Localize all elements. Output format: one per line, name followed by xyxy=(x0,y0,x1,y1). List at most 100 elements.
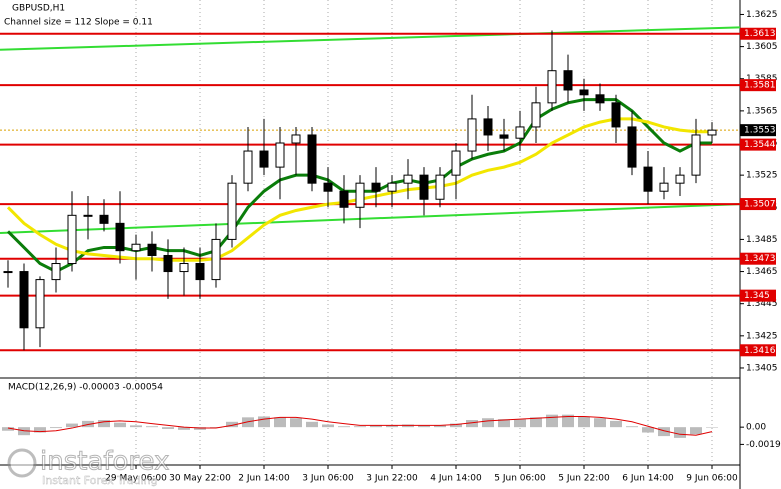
macd-bar xyxy=(98,420,110,428)
level-label: 1.3581 xyxy=(744,81,776,91)
candle-body xyxy=(387,182,397,192)
candle-body xyxy=(531,102,541,128)
candle-body xyxy=(483,118,493,136)
macd-y-tick-label: 0.00 xyxy=(746,423,766,433)
macd-bar xyxy=(482,418,494,428)
candle-body xyxy=(323,182,333,192)
macd-bar xyxy=(306,421,318,428)
candle-body xyxy=(259,150,269,168)
x-tick-label: 3 Jun 06:00 xyxy=(302,474,354,484)
macd-bar xyxy=(674,427,686,438)
candle-body xyxy=(83,214,93,217)
macd-y-tick-label: -0.00193 xyxy=(746,440,781,450)
y-tick-label: 1.3525 xyxy=(746,171,778,181)
macd-bar xyxy=(370,425,382,428)
candle-body xyxy=(371,182,381,192)
macd-bar xyxy=(466,420,478,428)
x-tick-label: 29 May 06:00 xyxy=(105,474,167,484)
candle-body xyxy=(467,118,477,152)
level-label: 1.3613 xyxy=(744,29,776,39)
watermark: instaforex Instant Forex Trading xyxy=(7,446,170,487)
macd-bar xyxy=(114,422,126,428)
macd-bar xyxy=(338,426,350,428)
y-tick-label: 1.3405 xyxy=(746,363,778,373)
macd-bar xyxy=(514,419,526,428)
macd-bar xyxy=(34,427,46,433)
candle-body xyxy=(579,89,589,96)
macd-bar xyxy=(658,427,670,437)
candle-body xyxy=(611,102,621,128)
macd-bar xyxy=(434,425,446,428)
macd-bar xyxy=(210,427,222,428)
macd-bar xyxy=(594,418,606,428)
candle-body xyxy=(515,126,525,139)
candle-body xyxy=(451,150,461,176)
y-tick-label: 1.3445 xyxy=(746,299,778,309)
candle-body xyxy=(3,271,13,274)
candle-body xyxy=(179,263,189,273)
macd-bar xyxy=(690,427,702,435)
candle-body xyxy=(291,134,301,144)
x-tick-label: 5 Jun 22:00 xyxy=(558,474,610,484)
x-tick-label: 5 Jun 06:00 xyxy=(494,474,546,484)
macd-bar xyxy=(418,425,430,428)
macd-bar xyxy=(498,419,510,428)
y-tick-label: 1.3485 xyxy=(746,235,778,245)
macd-bar xyxy=(354,426,366,428)
candle-body xyxy=(67,214,77,265)
candle-body xyxy=(131,243,141,252)
watermark-tagline: Instant Forex Trading xyxy=(42,474,158,487)
candle-body xyxy=(339,190,349,208)
candle-body xyxy=(51,263,61,281)
candle-body xyxy=(403,174,413,184)
last-price-label: 1.3553 xyxy=(744,126,776,136)
macd-bar xyxy=(322,424,334,428)
macd-bar xyxy=(530,417,542,428)
level-label-box xyxy=(740,138,776,151)
level-label-box xyxy=(740,198,776,211)
candle-body xyxy=(19,271,29,329)
candle-body xyxy=(35,279,45,329)
level-label-box xyxy=(740,289,776,302)
level-label: 1.3473 xyxy=(744,254,776,264)
candle-body xyxy=(707,129,717,136)
y-tick-label: 1.3605 xyxy=(746,42,778,52)
chart-title: GBPUSD,H1 xyxy=(12,4,65,14)
macd-bar xyxy=(130,425,142,428)
macd-bar xyxy=(706,427,718,428)
watermark-logo xyxy=(7,448,37,478)
x-tick-label: 2 Jun 14:00 xyxy=(238,474,290,484)
macd-bar xyxy=(386,425,398,428)
macd-signal xyxy=(7,415,713,436)
y-tick-label: 1.3425 xyxy=(746,331,778,341)
candle-body xyxy=(595,94,605,104)
macd-label: MACD(12,26,9) -0.00003 -0.00054 xyxy=(8,383,163,393)
macd-bar xyxy=(450,423,462,428)
candle-body xyxy=(419,174,429,200)
x-tick-label: 4 Jun 14:00 xyxy=(430,474,482,484)
watermark-brand: instaforex xyxy=(40,447,169,477)
candle-body xyxy=(243,150,253,184)
candle-body xyxy=(627,126,637,168)
macd-bar xyxy=(290,418,302,428)
candle-body xyxy=(563,70,573,91)
level-label: 1.3416 xyxy=(744,346,776,356)
macd-bar xyxy=(2,427,14,431)
candle-body xyxy=(659,182,669,192)
candle-body xyxy=(211,238,221,281)
macd-bar xyxy=(642,427,654,433)
candle-body xyxy=(99,214,109,224)
x-tick-label: 30 May 22:00 xyxy=(169,474,231,484)
macd-bar xyxy=(546,414,558,428)
level-label: 1.3507 xyxy=(744,200,776,210)
macd-bar xyxy=(258,416,270,428)
macd-bar xyxy=(578,416,590,428)
macd-bar xyxy=(50,427,62,429)
macd-bar xyxy=(178,427,190,430)
plot-background xyxy=(0,0,740,489)
candle-body xyxy=(691,134,701,176)
candle-body xyxy=(499,134,509,139)
candle-body xyxy=(547,70,557,104)
